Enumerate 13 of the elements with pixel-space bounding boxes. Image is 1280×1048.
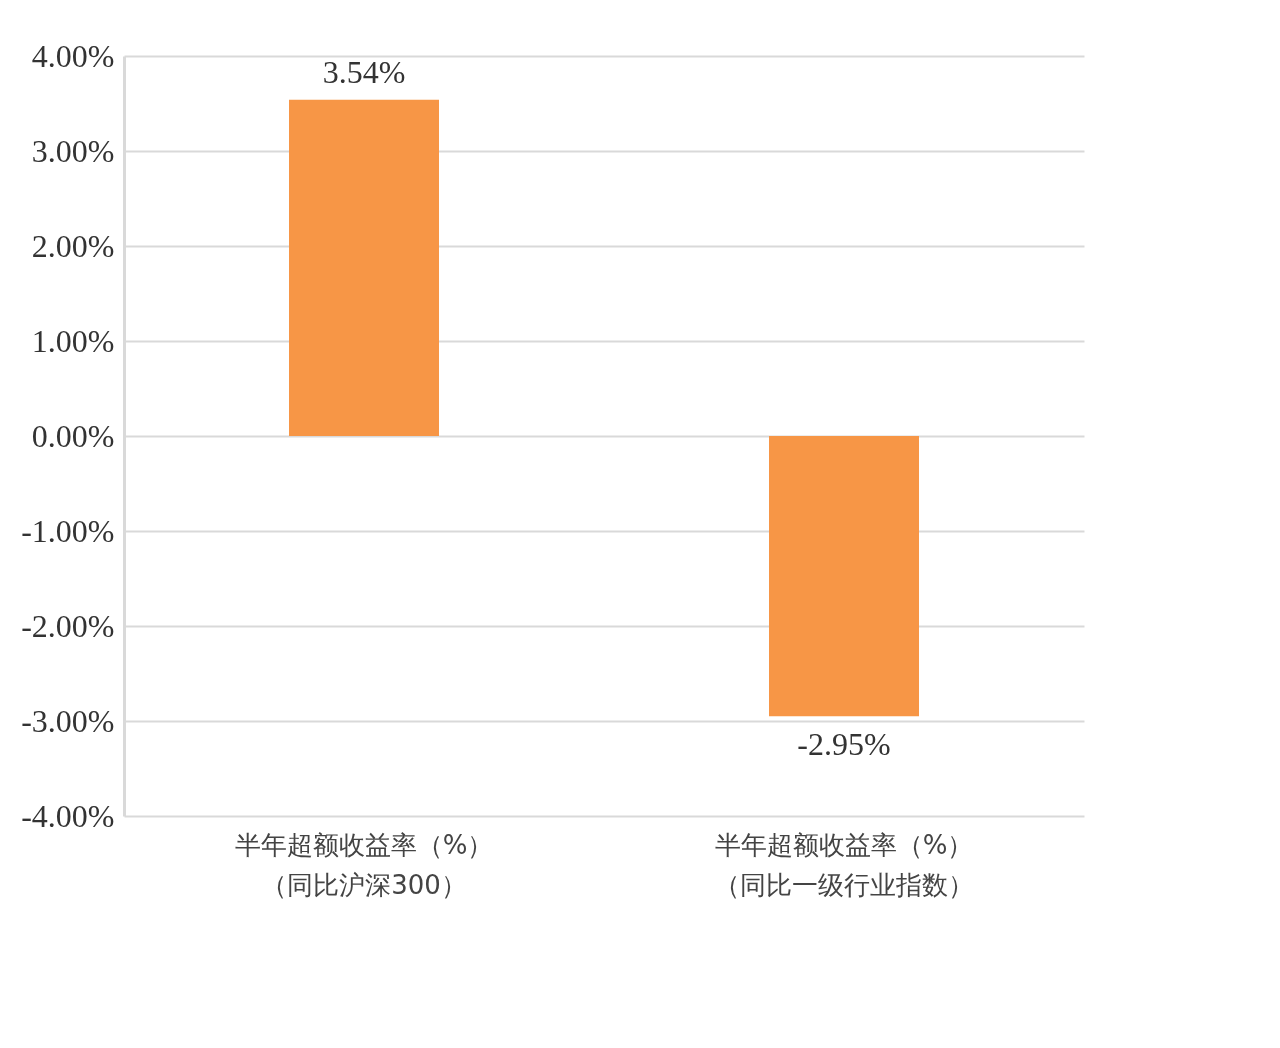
y-tick-label: -3.00%: [21, 702, 115, 739]
y-tick-label: -1.00%: [21, 512, 115, 549]
x-tick-label: 半年超额收益率（%）（同比一级行业指数）: [714, 829, 974, 900]
data-label: 3.54%: [322, 53, 406, 90]
y-tick-label: 2.00%: [31, 227, 115, 264]
y-tick-label: 4.00%: [31, 37, 115, 74]
y-tick-label: -2.00%: [21, 607, 115, 644]
data-label: -2.95%: [797, 726, 891, 763]
y-tick-label: -4.00%: [21, 797, 115, 834]
x-tick-label: 半年超额收益率（%）（同比沪深300）: [234, 829, 494, 900]
y-tick-label: 1.00%: [31, 322, 115, 359]
y-tick-label: 0.00%: [31, 417, 115, 454]
y-tick-label: 3.00%: [31, 132, 115, 169]
